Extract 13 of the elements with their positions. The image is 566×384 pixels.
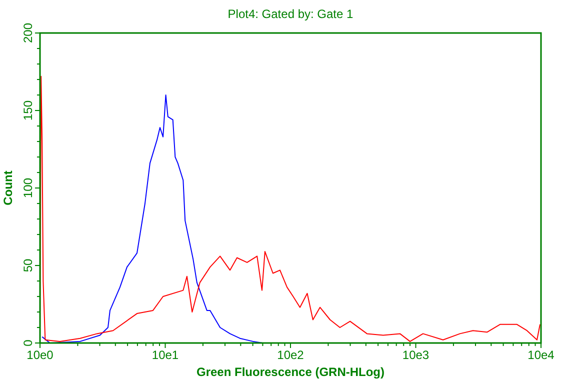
y-tick-label: 200 xyxy=(21,22,35,44)
x-tick-label: 10e2 xyxy=(277,348,304,362)
x-axis-title: Green Fluorescence (GRN-HLog) xyxy=(196,365,385,379)
x-tick-label: 10e1 xyxy=(152,348,179,362)
y-tick-label: 50 xyxy=(21,258,35,272)
x-tick-label: 10e0 xyxy=(26,348,54,362)
x-tick-label: 10e3 xyxy=(402,348,430,362)
chart-title: Plot4: Gated by: Gate 1 xyxy=(228,7,354,21)
y-tick-label: 0 xyxy=(21,339,35,346)
y-tick-label: 150 xyxy=(21,100,35,121)
y-tick-label: 100 xyxy=(21,178,35,198)
y-axis-title: Count xyxy=(1,170,15,206)
x-tick-label: 10e4 xyxy=(528,348,555,362)
